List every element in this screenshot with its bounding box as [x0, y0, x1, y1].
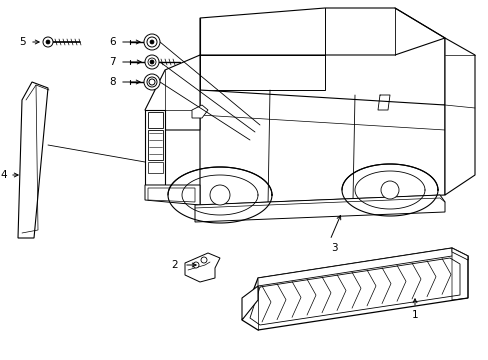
Circle shape	[43, 37, 53, 47]
Circle shape	[145, 55, 159, 69]
Polygon shape	[200, 90, 444, 205]
Circle shape	[143, 74, 160, 90]
Text: 4: 4	[0, 170, 7, 180]
Circle shape	[201, 257, 206, 263]
Polygon shape	[200, 55, 325, 90]
Polygon shape	[148, 112, 163, 128]
Polygon shape	[148, 130, 163, 160]
Circle shape	[46, 40, 50, 44]
Circle shape	[148, 58, 156, 66]
Polygon shape	[145, 110, 164, 185]
Polygon shape	[451, 248, 467, 260]
Polygon shape	[195, 195, 444, 222]
Text: 6: 6	[109, 37, 116, 47]
Text: 3: 3	[330, 243, 337, 253]
Circle shape	[147, 77, 157, 87]
Circle shape	[150, 40, 154, 44]
Circle shape	[147, 37, 157, 47]
Circle shape	[193, 262, 199, 268]
Circle shape	[150, 60, 154, 64]
Polygon shape	[148, 188, 195, 202]
Text: 8: 8	[109, 77, 116, 87]
Polygon shape	[242, 248, 467, 330]
Text: 5: 5	[20, 37, 26, 47]
Polygon shape	[192, 105, 207, 118]
Polygon shape	[145, 55, 200, 130]
Text: 7: 7	[109, 57, 116, 67]
Circle shape	[380, 181, 398, 199]
Polygon shape	[145, 185, 200, 205]
Polygon shape	[444, 38, 474, 195]
Circle shape	[149, 79, 155, 85]
Text: 2: 2	[171, 260, 178, 270]
Polygon shape	[148, 162, 163, 173]
Circle shape	[143, 34, 160, 50]
Polygon shape	[184, 253, 220, 282]
Circle shape	[209, 185, 229, 205]
Polygon shape	[18, 82, 48, 238]
Polygon shape	[258, 248, 451, 286]
Polygon shape	[200, 8, 444, 55]
Text: 1: 1	[411, 310, 417, 320]
Polygon shape	[242, 286, 258, 320]
